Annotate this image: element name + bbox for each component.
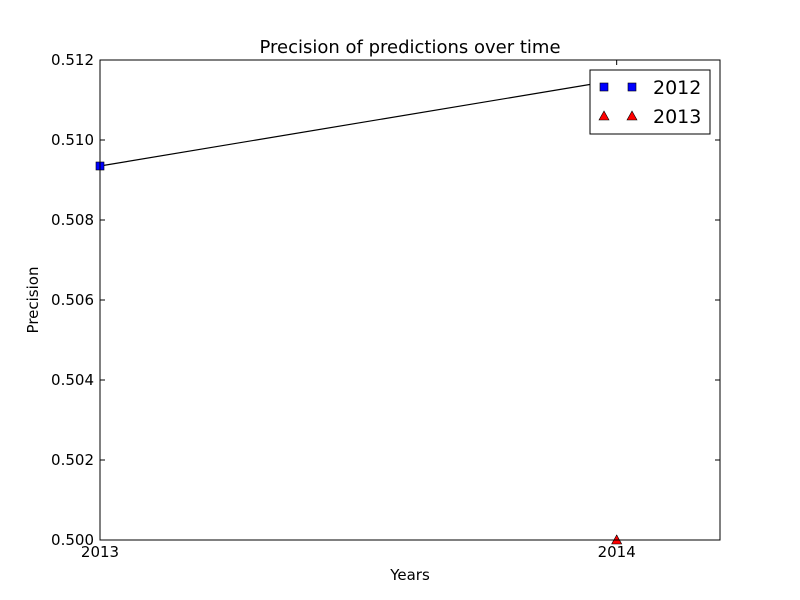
y-tick-label: 0.506 (51, 291, 94, 309)
y-axis-label: Precision (24, 267, 42, 334)
legend: 2012 2013 (589, 69, 711, 135)
y-tick-label: 0.510 (51, 131, 94, 149)
y-tick-label: 0.512 (51, 51, 94, 69)
legend-marker-2013 (626, 110, 638, 121)
x-tick-label: 2013 (81, 543, 119, 561)
legend-label: 2013 (653, 106, 701, 128)
x-tick-label: 2014 (598, 543, 636, 561)
chart-title: Precision of predictions over time (259, 37, 560, 58)
series-line (99, 79, 617, 167)
x-axis-label: Years (389, 566, 430, 584)
y-tick-label: 0.500 (51, 531, 94, 549)
y-tick-label: 0.508 (51, 211, 94, 229)
legend-marker-2012 (599, 82, 609, 92)
y-tick-label: 0.504 (51, 371, 94, 389)
chart-marks (95, 79, 623, 545)
legend-box (589, 69, 711, 135)
legend-marker-2012 (627, 82, 637, 92)
legend-marker-2013 (598, 110, 610, 121)
y-tick-label: 0.502 (51, 451, 94, 469)
legend-label: 2012 (653, 77, 701, 99)
plot-frame (99, 59, 721, 541)
